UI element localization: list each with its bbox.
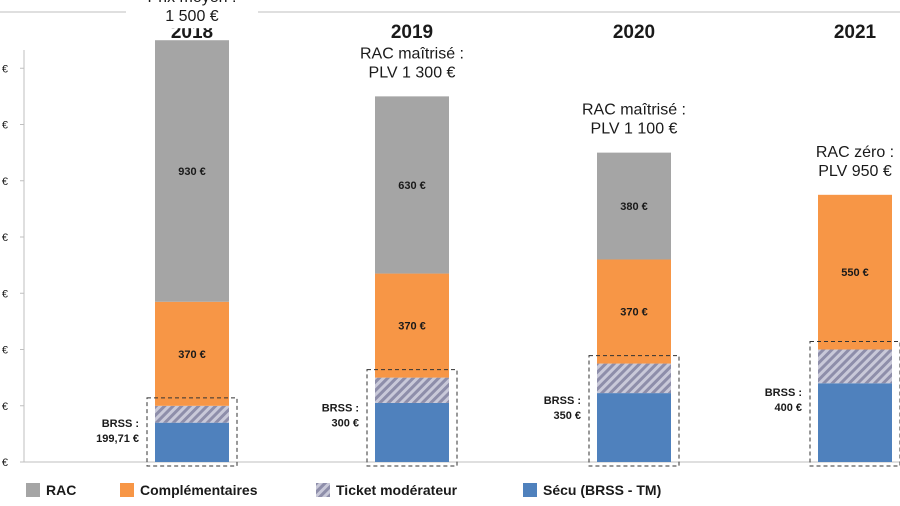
annotation-line1: RAC zéro : — [816, 144, 894, 161]
legend-swatch — [120, 483, 134, 497]
annotation-box — [789, 138, 900, 183]
annotation-line1: RAC maîtrisé : — [582, 102, 686, 119]
annotation-line2: PLV 1 300 € — [369, 64, 456, 81]
brss-label: BRSS : — [322, 403, 359, 415]
annotation-line2: PLV 1 100 € — [591, 121, 678, 138]
y-tick-label: € — [2, 63, 8, 75]
annotation-line2: 1 500 € — [165, 8, 218, 25]
bar-segment-compl-mentaires-2018 — [155, 301, 229, 406]
brss-label: BRSS : — [544, 395, 581, 407]
brss-dashed-box — [588, 355, 680, 467]
segment-value-label: 930 € — [178, 166, 206, 178]
brss-dashed-box — [366, 369, 458, 467]
annotation-line1: RAC maîtrisé : — [360, 45, 464, 62]
brss-dashed-box — [809, 341, 900, 467]
annotation-box — [126, 0, 258, 29]
year-label-2020: 2020 — [613, 22, 655, 43]
brss-dashed-box — [146, 397, 238, 467]
legend-swatch — [26, 483, 40, 497]
bar-segment-compl-mentaires-2021 — [818, 194, 892, 350]
bar-segment-s-cu-brss-tm--2020 — [597, 393, 671, 462]
y-tick-label: € — [2, 345, 8, 357]
annotation-box — [568, 96, 700, 141]
segment-value-label: 370 € — [398, 321, 426, 333]
brss-value-label: 350 € — [553, 410, 581, 422]
brss-value-label: 199,71 € — [96, 433, 139, 445]
segment-value-label: 370 € — [620, 307, 648, 319]
legend-label: RAC — [46, 482, 76, 498]
annotation-box — [346, 40, 478, 85]
bar-segment-rac-2019 — [375, 96, 449, 274]
bar-segment-s-cu-brss-tm--2019 — [375, 402, 449, 462]
bar-segment-compl-mentaires-2019 — [375, 273, 449, 378]
year-label-2019: 2019 — [391, 22, 433, 43]
legend-swatch — [316, 483, 330, 497]
segment-value-label: 630 € — [398, 180, 426, 192]
y-tick-label: € — [2, 288, 8, 300]
brss-value-label: 400 € — [774, 402, 802, 414]
brss-value-label: 300 € — [331, 418, 359, 430]
segment-value-label: 370 € — [178, 349, 206, 361]
y-tick-label: € — [2, 176, 8, 188]
y-tick-label: € — [2, 120, 8, 132]
bar-segment-s-cu-brss-tm--2021 — [818, 383, 892, 462]
legend-label: Sécu (BRSS - TM) — [543, 482, 661, 498]
brss-label: BRSS : — [102, 418, 139, 430]
year-label-2021: 2021 — [834, 22, 877, 43]
annotation-line1: Prix moyen : — [148, 0, 237, 6]
bar-segment-rac-2020 — [597, 152, 671, 260]
legend-swatch — [523, 483, 537, 497]
legend-label: Complémentaires — [140, 482, 258, 498]
bar-segment-compl-mentaires-2020 — [597, 259, 671, 364]
bar-segment-s-cu-brss-tm--2018 — [155, 422, 229, 462]
bar-segment-rac-2018 — [155, 40, 229, 302]
y-tick-label: € — [2, 457, 8, 469]
segment-value-label: 380 € — [620, 201, 648, 213]
y-tick-label: € — [2, 401, 8, 413]
bar-segment-ticket-mod-rateur-2019 — [375, 377, 449, 403]
y-tick-label: € — [2, 232, 8, 244]
annotation-line2: PLV 950 € — [818, 163, 892, 180]
brss-label: BRSS : — [765, 387, 802, 399]
segment-value-label: 550 € — [841, 267, 869, 279]
legend-label: Ticket modérateur — [336, 482, 458, 498]
bar-segment-ticket-mod-rateur-2018 — [155, 405, 229, 423]
bar-segment-ticket-mod-rateur-2021 — [818, 349, 892, 384]
bar-segment-ticket-mod-rateur-2020 — [597, 363, 671, 394]
